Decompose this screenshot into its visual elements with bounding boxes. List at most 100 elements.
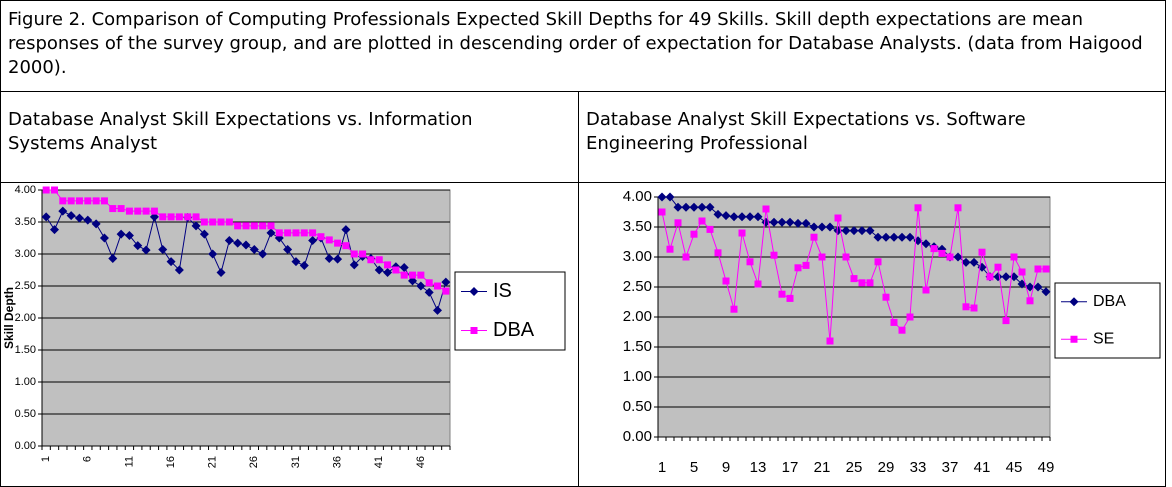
marker: [424, 287, 434, 297]
marker: [802, 261, 810, 269]
column-rule: [578, 91, 579, 487]
marker: [117, 205, 125, 213]
marker: [308, 236, 318, 246]
marker: [309, 229, 317, 237]
marker: [809, 222, 819, 232]
marker: [234, 222, 242, 230]
marker: [729, 212, 739, 222]
header-rule: [0, 182, 1166, 183]
marker: [125, 207, 133, 215]
marker: [392, 266, 400, 274]
marker: [75, 197, 83, 205]
marker: [66, 211, 76, 221]
marker: [674, 219, 682, 227]
marker: [334, 239, 342, 247]
marker: [359, 250, 367, 258]
x-tick-label: 17: [782, 459, 799, 476]
marker: [249, 245, 259, 255]
marker: [233, 238, 243, 248]
marker: [333, 254, 343, 264]
x-tick-label: 26: [248, 456, 260, 468]
marker: [1002, 317, 1010, 325]
legend-box: [1054, 282, 1161, 359]
legend-marker: [469, 287, 479, 296]
marker: [284, 229, 292, 237]
marker: [698, 217, 706, 225]
legend-marker: [1070, 335, 1078, 343]
marker: [175, 213, 183, 221]
legend-marker: [470, 327, 478, 334]
marker: [116, 229, 126, 239]
marker: [74, 213, 84, 223]
x-tick-label: 6: [82, 456, 94, 462]
y-tick-label: 2.50: [15, 280, 36, 292]
marker: [794, 264, 802, 272]
x-tick-label: 25: [846, 459, 863, 476]
marker: [850, 275, 858, 283]
marker: [150, 207, 158, 215]
marker: [92, 197, 100, 205]
x-tick-label: 41: [373, 456, 385, 468]
marker: [826, 337, 834, 345]
legend-label: IS: [493, 280, 512, 302]
marker: [714, 249, 722, 257]
marker: [266, 228, 276, 238]
y-tick-label: 1.50: [15, 344, 36, 356]
legend-label: SE: [1093, 330, 1114, 347]
marker: [874, 258, 882, 266]
y-tick-label: 2.00: [623, 308, 652, 325]
marker: [67, 197, 75, 205]
marker: [299, 261, 309, 271]
marker: [1033, 282, 1043, 292]
x-tick-label: 37: [942, 459, 959, 476]
x-tick-label: 11: [123, 456, 135, 467]
marker: [184, 213, 192, 221]
marker: [793, 218, 803, 228]
marker: [730, 305, 738, 313]
marker: [383, 268, 393, 278]
marker: [882, 293, 890, 301]
marker: [350, 250, 358, 258]
marker: [770, 251, 778, 259]
marker: [433, 305, 443, 315]
marker: [283, 245, 293, 255]
marker: [745, 212, 755, 222]
marker: [200, 218, 208, 226]
marker: [192, 213, 200, 221]
y-tick-label: 4.00: [623, 188, 652, 205]
marker: [906, 313, 914, 321]
marker: [962, 303, 970, 311]
marker: [375, 256, 383, 264]
y-tick-label: 1.50: [623, 338, 652, 355]
marker: [905, 232, 915, 242]
marker: [167, 213, 175, 221]
x-tick-label: 16: [165, 456, 177, 468]
marker: [409, 271, 417, 279]
marker: [324, 253, 334, 263]
marker: [817, 222, 827, 232]
marker: [1010, 253, 1018, 261]
marker: [681, 202, 691, 212]
marker: [416, 281, 426, 291]
marker: [83, 215, 93, 225]
marker: [267, 222, 275, 230]
marker: [242, 222, 250, 230]
marker: [841, 226, 851, 236]
x-tick-label: 49: [1038, 459, 1055, 476]
marker: [889, 232, 899, 242]
marker: [657, 192, 667, 202]
marker: [159, 213, 167, 221]
marker: [442, 287, 450, 295]
marker: [762, 205, 770, 213]
marker: [342, 242, 350, 250]
marker: [349, 260, 359, 270]
y-tick-label: 3.00: [623, 248, 652, 265]
marker: [149, 212, 159, 222]
x-tick-label: 9: [722, 459, 730, 476]
marker: [399, 262, 409, 272]
x-tick-label: 41: [974, 459, 991, 476]
marker: [769, 217, 779, 227]
marker: [865, 226, 875, 236]
marker: [922, 286, 930, 294]
y-tick-label: 2.00: [15, 312, 36, 324]
